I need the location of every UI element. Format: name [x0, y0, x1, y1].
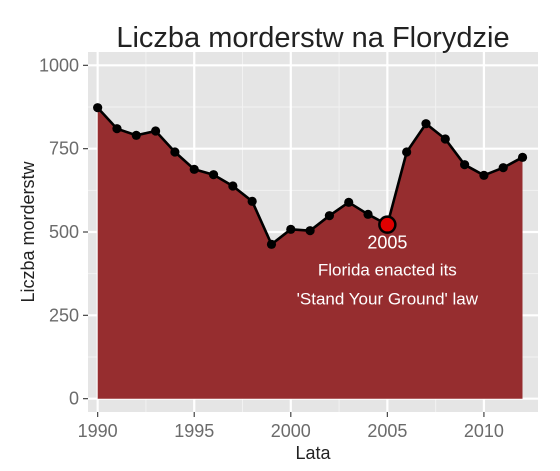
- y-tick-label: 500: [49, 222, 79, 242]
- data-point: [305, 226, 315, 236]
- y-tick-label: 250: [49, 305, 79, 325]
- data-point: [363, 209, 373, 219]
- data-point: [344, 197, 354, 207]
- y-axis-title: Liczba morderstw: [18, 160, 38, 302]
- y-tick-label: 750: [49, 139, 79, 159]
- x-tick-label: 2010: [464, 421, 504, 441]
- x-axis: 1990 1995 2000 2005 2010: [78, 412, 504, 441]
- data-point: [479, 170, 489, 180]
- data-point: [228, 181, 238, 191]
- data-point: [266, 239, 277, 249]
- chart-title: Liczba morderstw na Florydzie: [116, 22, 509, 54]
- x-tick-label: 2000: [271, 421, 311, 441]
- highlight-marker: [378, 215, 397, 234]
- data-point: [324, 211, 335, 221]
- x-tick-label: 1990: [78, 421, 118, 441]
- data-point: [402, 147, 412, 157]
- data-point: [247, 196, 257, 206]
- y-tick-label: 0: [69, 389, 79, 409]
- data-point: [131, 130, 141, 140]
- y-axis: 0 250 500 750 1000: [39, 55, 88, 409]
- data-point: [93, 103, 103, 113]
- data-point: [440, 134, 450, 144]
- y-tick-label: 1000: [39, 55, 79, 75]
- x-tick-label: 1995: [174, 421, 214, 441]
- data-point: [286, 224, 296, 234]
- data-point: [170, 147, 180, 157]
- data-point: [517, 152, 528, 162]
- data-point: [208, 170, 219, 180]
- x-axis-title: Lata: [295, 443, 331, 463]
- data-points: [93, 103, 528, 249]
- data-point: [112, 124, 122, 134]
- data-point: [498, 163, 508, 173]
- area-fill: [97, 107, 523, 399]
- annotation-year: 2005: [367, 233, 407, 253]
- annotation-line2: 'Stand Your Ground' law: [297, 290, 479, 309]
- data-point: [421, 119, 431, 129]
- annotation-line1: Florida enacted its: [318, 261, 457, 280]
- data-point: [189, 164, 199, 174]
- data-point: [150, 126, 161, 136]
- x-tick-label: 2005: [367, 421, 407, 441]
- data-point: [460, 160, 470, 170]
